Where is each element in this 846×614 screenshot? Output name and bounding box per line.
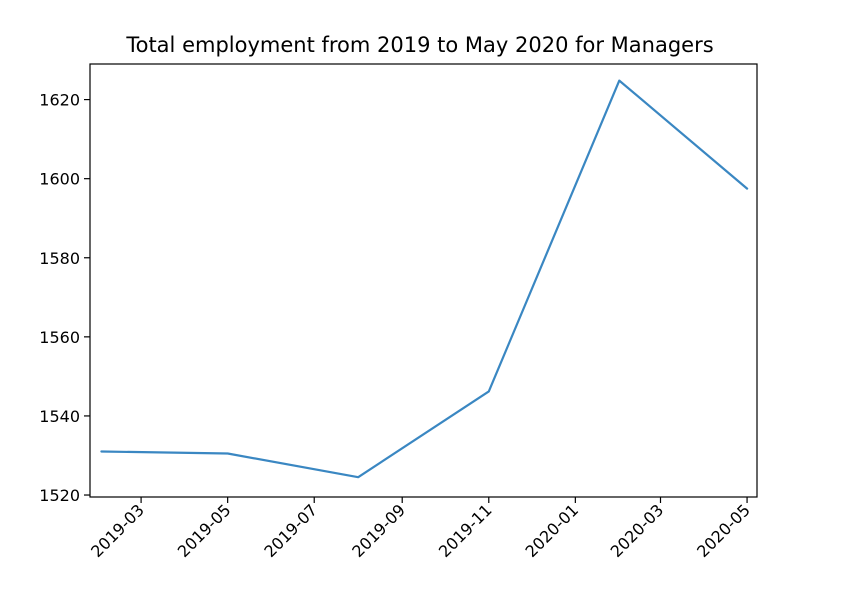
x-tick-label: 2019-11: [435, 500, 496, 561]
y-tick-label: 1600: [39, 170, 80, 189]
x-tick-label: 2020-01: [521, 500, 582, 561]
y-tick-label: 1520: [39, 486, 80, 505]
y-tick-label: 1560: [39, 328, 80, 347]
y-tick-label: 1580: [39, 249, 80, 268]
x-tick-label: 2019-09: [348, 500, 409, 561]
chart-title: Total employment from 2019 to May 2020 f…: [125, 33, 713, 57]
series-layer: [100, 79, 749, 479]
y-axis: 1520 1540 1560 1580 1600 1620: [39, 91, 90, 505]
x-axis: 2019-03 2019-05 2019-07 2019-09 2019-11 2020-…: [87, 497, 754, 561]
series-line: [100, 79, 749, 479]
y-tick-label: 1620: [39, 91, 80, 110]
y-tick-label: 1540: [39, 407, 80, 426]
x-tick-label: 2019-03: [87, 500, 148, 561]
plot-area-frame: [89, 63, 758, 498]
x-tick-label: 2019-05: [174, 500, 235, 561]
x-tick-label: 2019-07: [260, 500, 321, 561]
x-tick-label: 2020-03: [607, 500, 668, 561]
x-tick-label: 2020-05: [693, 500, 754, 561]
